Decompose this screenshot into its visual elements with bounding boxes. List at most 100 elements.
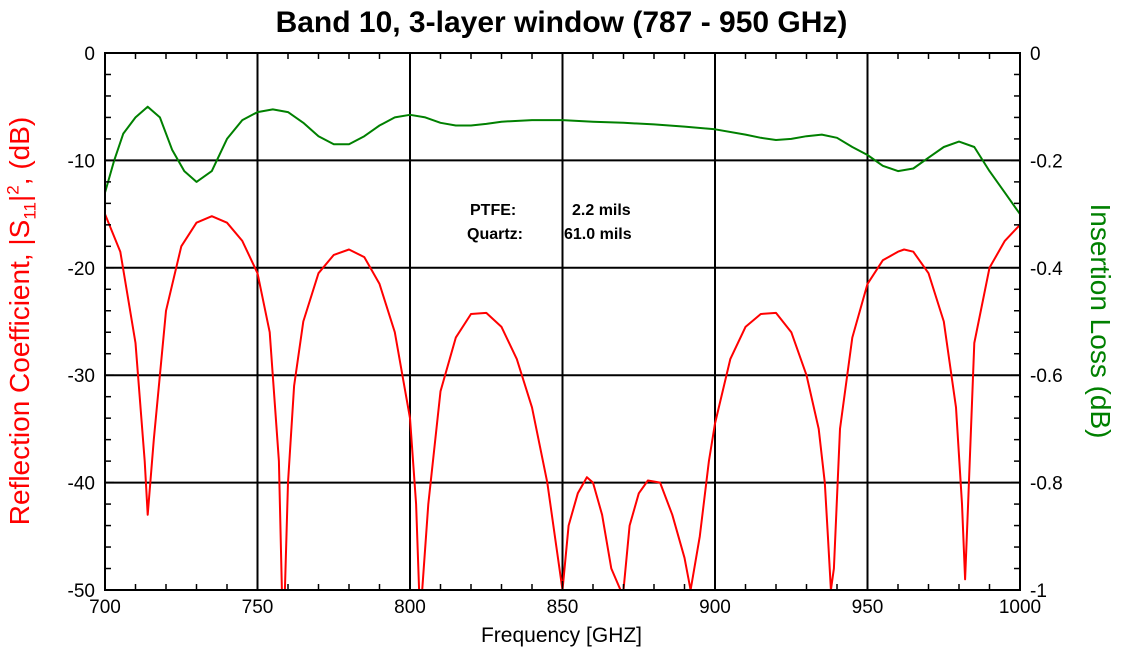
series-point xyxy=(424,116,426,118)
series-point xyxy=(147,106,149,108)
series-point xyxy=(927,272,930,274)
series-point xyxy=(415,503,417,505)
x-tick-label: 900 xyxy=(699,597,731,618)
series-point xyxy=(485,312,487,314)
series-point xyxy=(943,320,945,323)
series-point xyxy=(744,326,747,328)
series-point xyxy=(363,256,365,258)
series-point xyxy=(134,116,137,118)
series-point xyxy=(256,272,259,274)
series-point xyxy=(744,134,747,136)
series-point xyxy=(961,503,963,505)
y-left-tick-label: -40 xyxy=(68,474,95,495)
series-point xyxy=(912,251,914,253)
series-point xyxy=(333,254,335,256)
series-point xyxy=(409,114,411,116)
series-point xyxy=(964,578,966,580)
series-point xyxy=(531,119,533,121)
series-point xyxy=(790,331,792,333)
series-point xyxy=(159,116,161,118)
series-point xyxy=(119,251,121,253)
y-right-tick-label: -1 xyxy=(1030,581,1047,602)
y-right-tick-label: -0.8 xyxy=(1030,474,1063,495)
series-point xyxy=(378,283,381,285)
series-point xyxy=(302,320,304,323)
series-point xyxy=(317,272,320,274)
series-point xyxy=(134,342,137,344)
series-point xyxy=(955,406,957,408)
x-tick-label: 950 xyxy=(852,597,884,618)
series-point xyxy=(241,119,243,121)
series-point xyxy=(577,492,579,494)
series-point xyxy=(973,342,975,344)
series-point xyxy=(171,149,173,151)
series-point xyxy=(610,567,612,570)
series-point xyxy=(653,123,655,125)
series-point xyxy=(827,535,829,537)
series-point xyxy=(897,170,899,172)
series-point xyxy=(1004,192,1006,194)
y-left-tick-label: -50 xyxy=(68,581,95,602)
series-point xyxy=(683,557,686,559)
series-point xyxy=(592,482,594,484)
series-point xyxy=(866,154,869,156)
series-point xyxy=(546,482,548,484)
series-point xyxy=(839,428,841,430)
series-point xyxy=(378,124,381,127)
series-point xyxy=(439,390,442,392)
x-tick-label: 800 xyxy=(394,597,426,618)
series-point xyxy=(882,165,884,167)
series-point xyxy=(927,157,930,159)
series-point xyxy=(256,111,259,113)
y-right-tick-label: 0 xyxy=(1030,44,1041,65)
series-point xyxy=(122,133,124,135)
series-point xyxy=(485,123,487,125)
series-point xyxy=(882,259,884,261)
y-axis-right-label: Insertion Loss (dB) xyxy=(1085,203,1116,439)
series-point xyxy=(659,482,661,484)
series-point xyxy=(153,439,155,441)
series-point xyxy=(394,331,396,333)
series-point xyxy=(586,476,588,478)
chart-title: Band 10, 3-layer window (787 - 950 GHz) xyxy=(275,6,848,39)
plot-frame xyxy=(104,52,1021,591)
series-point xyxy=(622,122,625,124)
series-point xyxy=(470,124,472,127)
series-point xyxy=(180,245,182,247)
series-point xyxy=(601,514,603,516)
series-point xyxy=(272,108,274,110)
series-point xyxy=(226,222,228,224)
series-point xyxy=(683,126,686,128)
series-point xyxy=(790,138,792,140)
x-tick-label: 1000 xyxy=(999,597,1041,618)
series-point xyxy=(760,137,762,139)
series-point xyxy=(409,417,411,419)
y-left-tick-label: -30 xyxy=(68,366,95,387)
series-point xyxy=(555,546,558,548)
series-point xyxy=(775,312,777,314)
series-point xyxy=(455,337,457,339)
series-point xyxy=(427,503,429,505)
series-point xyxy=(833,567,835,570)
series-point xyxy=(967,503,969,505)
series-point xyxy=(500,121,503,123)
series-point xyxy=(818,428,820,430)
series-point xyxy=(903,248,905,251)
series-point xyxy=(394,116,396,118)
series-point xyxy=(851,146,853,148)
series-point xyxy=(500,326,503,328)
annotation-quartz-value: 61.0 mils xyxy=(564,226,632,243)
series-point xyxy=(561,119,564,121)
series-point xyxy=(988,267,991,269)
annotation-ptfe-label: PTFE: xyxy=(470,202,517,219)
plot-background xyxy=(100,53,1020,590)
series-point xyxy=(455,124,457,127)
series-point xyxy=(287,482,289,484)
series-point xyxy=(269,331,271,333)
series-point xyxy=(211,215,213,217)
series-point xyxy=(958,141,960,143)
series-point xyxy=(287,111,289,113)
annotation-ptfe-value: 2.2 mils xyxy=(572,202,631,219)
series-point xyxy=(708,460,710,462)
series-point xyxy=(293,385,295,387)
